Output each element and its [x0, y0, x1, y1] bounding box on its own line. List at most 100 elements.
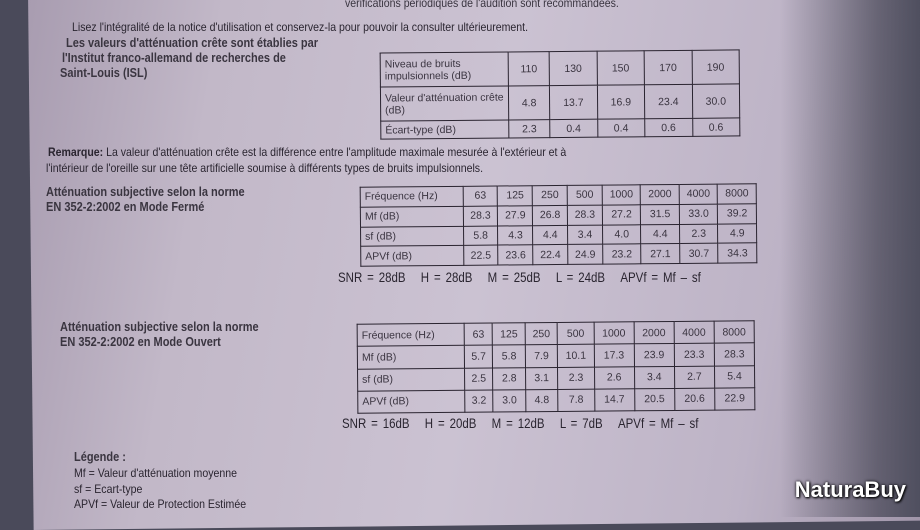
- table-cell: 4.3: [497, 225, 533, 246]
- formula-item: SNR = 28dB: [338, 270, 406, 285]
- table-cell: 14.7: [594, 388, 635, 412]
- table-cell: 22.4: [532, 244, 568, 265]
- table-cell: 24.9: [567, 244, 603, 265]
- isl-heading-2: l'Institut franco-allemand de recherches…: [62, 51, 286, 65]
- closed-mode-table: Fréquence (Hz) 63 125 250 500 1000 2000 4000 800…: [360, 183, 758, 267]
- table-cell: 4000: [679, 184, 718, 205]
- table-cell: 63: [464, 323, 493, 346]
- table-cell: 500: [567, 185, 603, 206]
- legend-title: Légende :: [74, 450, 126, 464]
- legend-item: APVf = Valeur de Protection Estimée: [74, 497, 247, 511]
- table-row: APVf (dB) 3.2 3.0 4.8 7.8 14.7 20.5 20.6 22.9: [357, 387, 755, 414]
- isl-heading-1: Les valeurs d'atténuation crête sont éta…: [66, 36, 319, 50]
- table-cell: 26.8: [532, 205, 568, 226]
- table-cell: 2000: [633, 321, 675, 345]
- table-cell: 8000: [713, 320, 755, 344]
- table-cell: 1000: [593, 321, 634, 345]
- table-cell: 5.4: [714, 365, 755, 388]
- table-cell: 2.6: [594, 366, 635, 389]
- remark-line-2: l'intérieur de l'oreille sur une tête ar…: [46, 161, 484, 175]
- open-mode-table: Fréquence (Hz) 63 125 250 500 1000 2000 4000 800…: [357, 320, 756, 414]
- table-cell: 4000: [673, 321, 715, 344]
- intro-text: Lisez l'intégralité de la notice d'utili…: [72, 20, 529, 34]
- table-cell: 2.3: [557, 366, 595, 390]
- formula-item: SNR = 16dB: [342, 416, 410, 431]
- table-cell: 23.2: [602, 244, 642, 265]
- open-heading-1: Atténuation subjective selon la norme: [60, 320, 259, 334]
- table-cell: 7.8: [557, 388, 595, 412]
- table-cell: 7.9: [525, 344, 558, 368]
- table-cell: 3.0: [493, 389, 526, 413]
- table-cell: 170: [644, 50, 692, 85]
- table-cell: 4.0: [602, 224, 642, 245]
- table-cell: 2.8: [492, 367, 526, 390]
- table-cell: 4.4: [532, 224, 568, 245]
- table-cell: 130: [549, 51, 597, 86]
- naturabuy-watermark: NaturaBuy: [794, 477, 906, 502]
- table-cell: 250: [525, 322, 558, 346]
- table-cell: 2.3: [508, 119, 550, 138]
- table-cell: 5.7: [464, 345, 493, 368]
- closed-formula: SNR = 28dB H = 28dB M = 25dB L = 24dB APVf =…: [338, 270, 716, 285]
- table-cell: 22.5: [463, 245, 499, 266]
- table-cell: 23.3: [674, 343, 715, 366]
- table-cell: 28.3: [567, 204, 603, 225]
- table-cell: 17.3: [593, 344, 635, 367]
- row-label: Fréquence (Hz): [357, 323, 465, 347]
- table-cell: 27.9: [497, 205, 533, 226]
- table-cell: 110: [508, 51, 550, 87]
- table-cell: 63: [462, 186, 498, 207]
- table-cell: 2.3: [679, 223, 719, 244]
- table-cell: 3.2: [464, 389, 494, 413]
- table-cell: 125: [497, 185, 533, 206]
- table-cell: 20.6: [674, 387, 715, 411]
- table-cell: 27.1: [641, 243, 680, 264]
- table-cell: 28.3: [714, 343, 755, 366]
- table-cell: 23.4: [644, 84, 693, 120]
- table-cell: 4.8: [525, 389, 559, 412]
- table-row: Valeur d'atténuation crête (dB) 4.8 13.7 16…: [380, 84, 740, 122]
- row-label: APVf (dB): [357, 390, 465, 414]
- table-cell: 4.4: [640, 223, 680, 245]
- table-cell: 27.2: [602, 204, 641, 225]
- row-label: sf (dB): [360, 225, 464, 247]
- background-edge: [780, 0, 920, 517]
- legend-item: sf = Ecart-type: [74, 482, 143, 496]
- peak-attenuation-table: Niveau de bruits impulsionnels (dB) 110 13…: [380, 49, 741, 140]
- table-cell: 13.7: [549, 85, 598, 120]
- table-cell: 150: [596, 50, 645, 86]
- table-cell: 4.9: [717, 223, 757, 244]
- open-formula: SNR = 16dB H = 20dB M = 12dB L = 7dB APVf = …: [342, 416, 714, 431]
- table-cell: 34.3: [718, 243, 757, 264]
- formula-item: L = 7dB: [559, 416, 603, 431]
- table-cell: 10.1: [557, 344, 595, 367]
- table-row: APVf (dB) 22.5 23.6 22.4 24.9 23.2 27.1 30.7 34.…: [360, 243, 757, 267]
- table-cell: 500: [557, 322, 594, 345]
- table-cell: 23.6: [498, 244, 534, 266]
- table-row: Écart-type (dB) 2.3 0.4 0.4 0.6 0.6: [380, 118, 740, 140]
- table-cell: 0.6: [692, 118, 740, 137]
- formula-item: APVf = Mf – sf: [617, 416, 699, 431]
- table-cell: 2.7: [674, 365, 715, 389]
- row-label: Mf (dB): [360, 206, 464, 227]
- table-cell: 3.4: [567, 224, 603, 245]
- formula-item: M = 12dB: [491, 416, 545, 431]
- top-cut-line: vérifications périodiques de l'audition …: [345, 0, 619, 10]
- table-cell: 33.0: [679, 203, 718, 224]
- table-cell: 23.9: [633, 343, 675, 367]
- table-cell: 5.8: [492, 345, 526, 368]
- formula-item: L = 24dB: [555, 270, 606, 285]
- table-cell: 3.4: [634, 365, 675, 389]
- formula-item: M = 25dB: [487, 270, 541, 285]
- remark-line-1: Remarque: La valeur d'atténuation crête …: [48, 145, 566, 159]
- formula-item: H = 20dB: [424, 416, 477, 431]
- remark-text-1: La valeur d'atténuation crête est la dif…: [103, 145, 567, 159]
- isl-heading-3: Saint-Louis (ISL): [60, 66, 148, 80]
- table-cell: 5.8: [463, 225, 499, 246]
- table-cell: 31.5: [640, 204, 680, 225]
- row-label: Écart-type (dB): [380, 120, 509, 140]
- table-cell: 22.9: [714, 387, 755, 411]
- table-cell: 2000: [640, 184, 680, 205]
- legend-item: Mf = Valeur d'atténuation moyenne: [74, 466, 237, 480]
- table-cell: 4.8: [508, 85, 550, 121]
